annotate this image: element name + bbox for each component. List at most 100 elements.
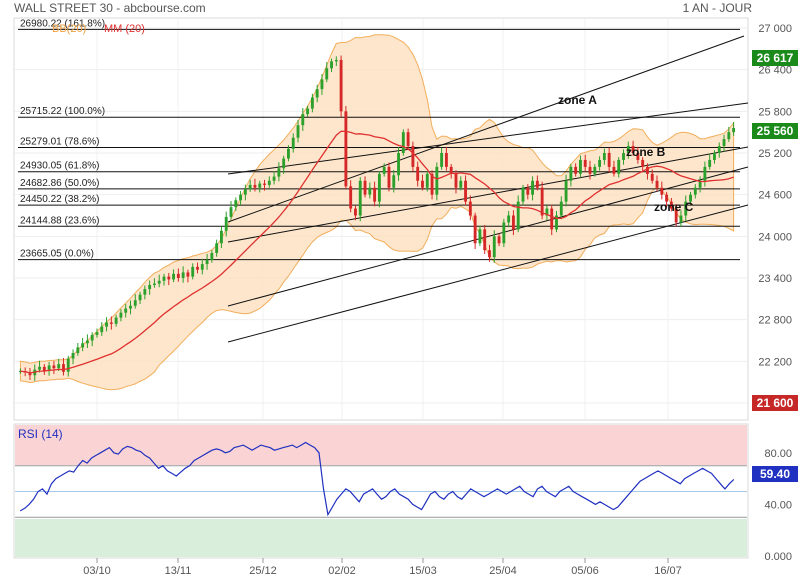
price-tick-label: 22 200 (758, 356, 792, 368)
candle-body (219, 230, 223, 244)
candle-body (287, 148, 290, 159)
rsi-oversold-band (15, 519, 747, 557)
candle-body (28, 372, 32, 376)
rsi-tick-label: 80.00 (764, 448, 792, 460)
candle-body (143, 289, 147, 295)
candle-body (535, 180, 539, 188)
candle-body (176, 273, 180, 278)
fib-level-label: 24450.22 (38.2%) (20, 194, 100, 205)
candle-body (71, 353, 75, 359)
candle-body (497, 236, 501, 244)
candle-body (387, 166, 391, 188)
candle-body (196, 266, 199, 270)
candle-body (109, 322, 113, 324)
chart-title: WALL STREET 30 - abcbourse.com (14, 1, 206, 15)
candle-body (679, 215, 683, 223)
candle-body (555, 215, 558, 230)
candle-body (296, 125, 300, 138)
candle-body (186, 272, 190, 277)
candle-body (650, 173, 654, 181)
fibonacci-levels: 26980.22 (161.8%) 25715.22 (100.0%) 25279.… (18, 18, 740, 261)
candle-body (339, 59, 343, 112)
date-tick-label: 16/07 (654, 565, 682, 577)
candle-body (545, 208, 549, 216)
date-tick-label: 13/11 (165, 565, 192, 577)
fib-level-label: 24930.05 (61.8%) (20, 161, 100, 172)
candle-body (684, 201, 688, 216)
current-price-tag (752, 123, 798, 139)
candle-body (66, 358, 70, 372)
low-price-value: 21 600 (757, 396, 794, 410)
rsi-tick-label: 0.000 (764, 551, 792, 563)
candle-body (172, 273, 176, 280)
candle-body (358, 180, 362, 216)
candle-body (607, 153, 611, 167)
candle-body (38, 366, 41, 370)
candle-body (368, 187, 372, 195)
candle-body (57, 364, 61, 369)
price-tick-label: 25 200 (758, 148, 792, 160)
candle-body (713, 153, 716, 160)
candle-body (100, 326, 104, 333)
price-tick-label: 23 400 (758, 273, 792, 285)
trend-channels (227, 35, 749, 343)
fib-level-label: 24144.88 (23.6%) (20, 215, 100, 226)
candle-body (129, 305, 132, 309)
candle-body (473, 215, 477, 244)
candle-body (411, 146, 415, 167)
candle-body (181, 272, 185, 278)
candle-body (612, 166, 616, 174)
candle-body (416, 166, 420, 181)
date-tick-label: 05/06 (571, 565, 599, 577)
candle-body (531, 180, 535, 195)
ma-line (20, 130, 734, 374)
candle-body (229, 207, 233, 217)
current-price-value: 25 560 (757, 124, 794, 138)
candle-body (42, 366, 46, 372)
candle-body (454, 173, 458, 188)
candle-body (449, 166, 453, 174)
candle-body (200, 264, 204, 270)
candle-body (272, 176, 276, 181)
candle-body (114, 317, 118, 324)
candle-body (344, 111, 348, 187)
candle-body (440, 153, 444, 167)
date-tick-label: 25/12 (249, 565, 277, 577)
candle-body (248, 184, 252, 190)
candle-body (550, 208, 554, 230)
candle-body (617, 159, 621, 174)
candle-body (708, 159, 712, 167)
rsi-line (19, 441, 735, 517)
price-tick-label: 22 800 (758, 315, 792, 327)
candle-body (435, 166, 439, 195)
date-tick-label: 03/10 (83, 565, 111, 577)
candle-body (349, 186, 353, 209)
fib-level-label: 23665.05 (0.0%) (20, 249, 94, 260)
candle-body (377, 173, 381, 202)
candle-body (397, 153, 400, 176)
candle-body (622, 153, 625, 160)
candle-body (334, 59, 338, 62)
trend-channel-line (227, 204, 749, 343)
candle-body (363, 180, 367, 195)
candle-body (641, 159, 645, 167)
candle-body (243, 189, 247, 195)
candle-body (468, 201, 472, 216)
candle-body (516, 201, 520, 230)
candle-body (717, 146, 721, 153)
candle-body (162, 276, 166, 281)
candle-body (511, 215, 515, 230)
candle-body (430, 173, 434, 195)
candle-body (425, 173, 429, 188)
last-price-tag (752, 50, 798, 66)
candle-body (631, 146, 635, 153)
candle-body (81, 343, 85, 348)
bollinger-label: BB(20) (52, 23, 86, 35)
rsi-value: 59.40 (760, 467, 790, 481)
candle-body (95, 332, 99, 335)
candle-body (540, 187, 544, 216)
candle-body (85, 340, 89, 344)
candle-body (574, 166, 578, 174)
candle-body (502, 222, 506, 244)
date-tick-label: 25/04 (489, 565, 517, 577)
